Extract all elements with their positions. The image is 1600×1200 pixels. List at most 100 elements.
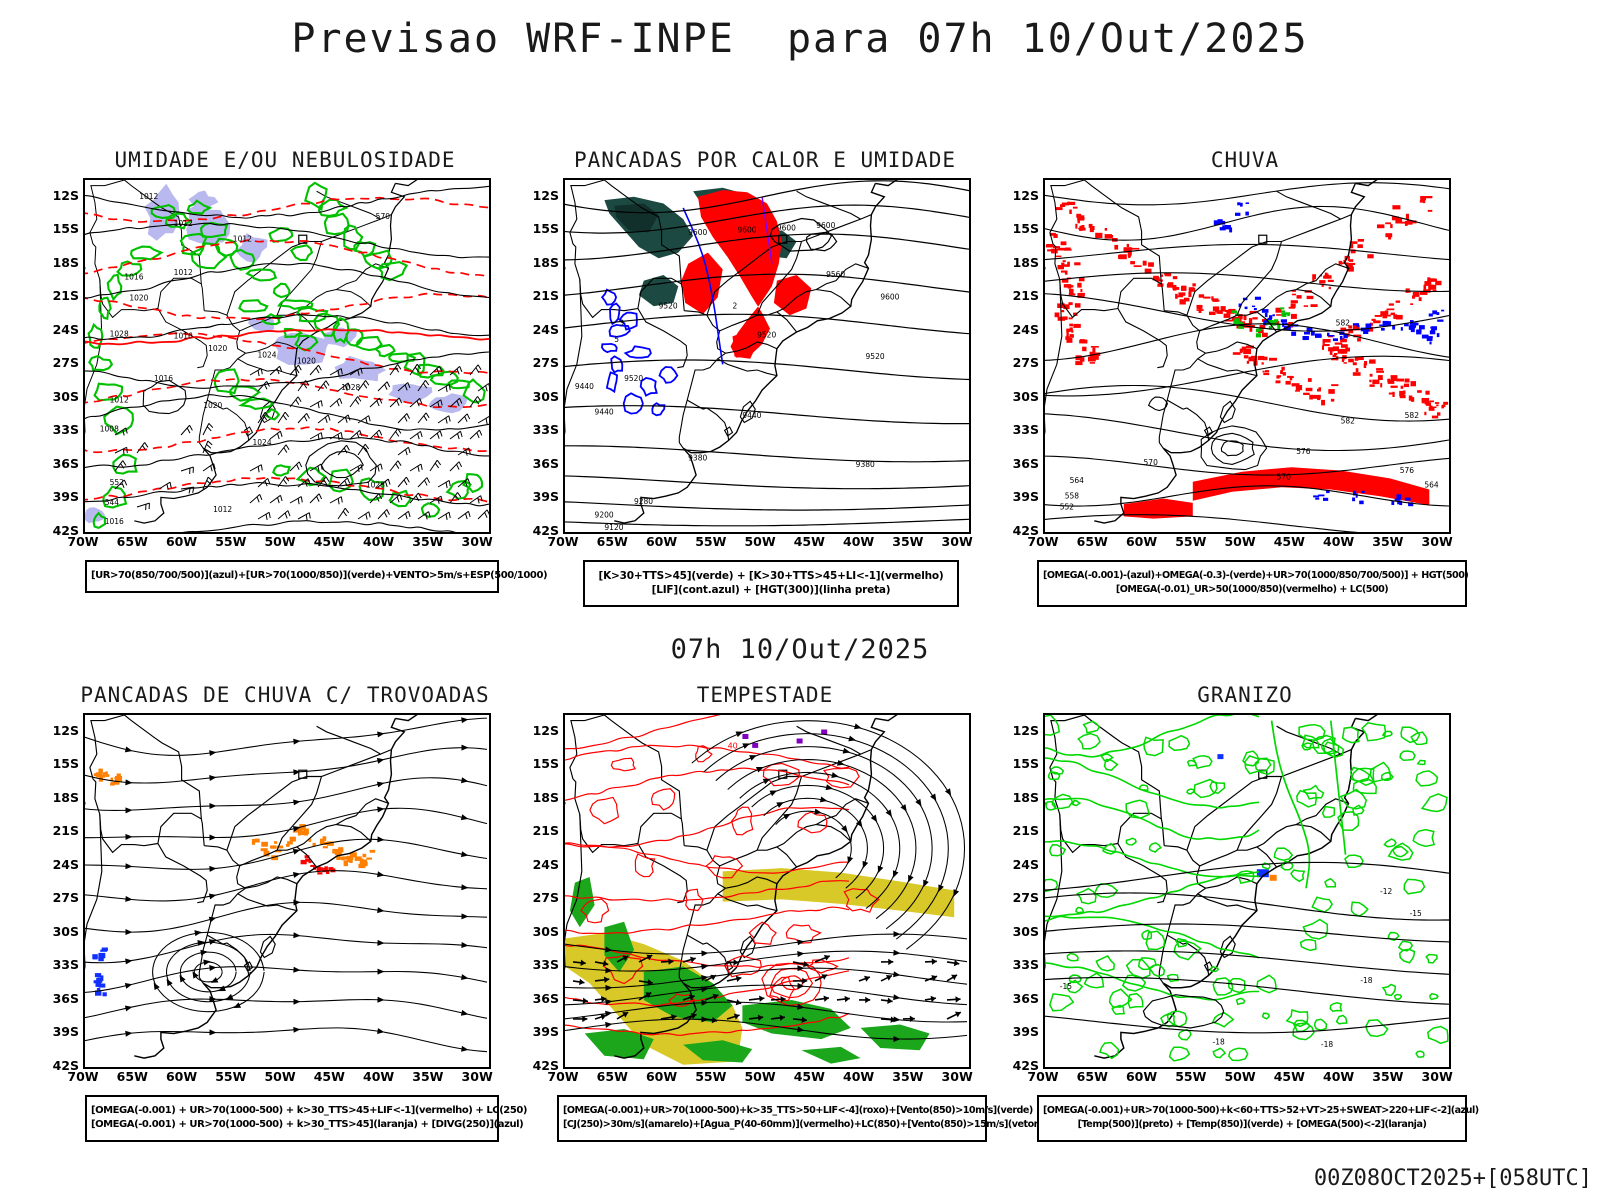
lon-tick: 50W: [1224, 534, 1256, 549]
lon-tick: 70W: [67, 1069, 99, 1084]
lon-tick: 35W: [892, 534, 924, 549]
svg-text:576: 576: [1400, 466, 1415, 475]
lon-tick: 70W: [547, 534, 579, 549]
lat-tick: 30S: [52, 923, 79, 939]
lat-tick: 42S: [532, 523, 559, 538]
lat-tick: 12S: [52, 722, 79, 738]
legend-box-pancadas-calor: [K>30+TTS>45](verde) + [K>30+TTS>45+LI<-…: [583, 560, 959, 607]
lat-tick: 33S: [52, 422, 79, 438]
lon-tick: 40W: [843, 534, 875, 549]
svg-text:9600: 9600: [688, 228, 707, 237]
lat-tick: 33S: [1012, 957, 1039, 973]
lat-tick: 21S: [52, 823, 79, 839]
svg-text:1020: 1020: [129, 294, 148, 303]
svg-text:1024: 1024: [257, 351, 276, 360]
svg-text:9200: 9200: [595, 510, 614, 519]
lon-tick: 35W: [1372, 534, 1404, 549]
latitude-axis-umidade: 12S 15S 18S 21S 24S 27S 30S 33S 36S 39S 42S: [45, 178, 79, 538]
longitude-axis-pancadas-trovoadas: 70W 65W 60W 55W 50W 45W 40W 35W 30W: [67, 1069, 492, 1087]
lon-tick: 35W: [412, 1069, 444, 1084]
lon-tick: 60W: [645, 1069, 678, 1084]
lon-tick: 60W: [165, 1069, 198, 1084]
svg-text:-15: -15: [1410, 909, 1422, 918]
svg-text:9600: 9600: [880, 293, 899, 302]
footer-stamp: 00Z08OCT2025+[058UTC]: [1313, 1166, 1592, 1191]
lon-tick: 60W: [1125, 534, 1158, 549]
lat-tick: 36S: [1012, 455, 1039, 471]
lat-tick: 24S: [52, 321, 79, 337]
svg-text:1012: 1012: [174, 268, 193, 277]
panel-umidade: UMIDADE E/OU NEBULOSIDADE 12S 15S 18S 21S 24S…: [45, 148, 548, 648]
svg-text:9520: 9520: [659, 302, 678, 311]
lon-tick: 45W: [1273, 534, 1305, 549]
lat-tick: 39S: [1012, 489, 1039, 505]
legend-line: [LIF](cont.azul) + [HGT(300)](linha pret…: [651, 584, 891, 596]
legend-line: [OMEGA(-0.001)+UR>70(1000-500)+k<60+TTS>…: [1043, 1105, 1479, 1116]
svg-text:1016: 1016: [105, 517, 124, 526]
svg-text:9120: 9120: [604, 523, 623, 532]
lat-tick: 33S: [532, 422, 559, 438]
lat-tick: 18S: [1012, 254, 1039, 270]
lat-tick: 27S: [1012, 890, 1039, 906]
svg-text:9440: 9440: [742, 411, 761, 420]
lat-tick: 42S: [52, 1058, 79, 1073]
lon-tick: 55W: [215, 1069, 247, 1084]
svg-text:1028: 1028: [110, 329, 129, 338]
panel-tempestade: TEMPESTADE 12S 15S 18S 21S 24S 27S 30S 33S 36S 39S…: [525, 683, 1042, 1183]
svg-text:544: 544: [105, 498, 120, 507]
svg-text:1008: 1008: [100, 424, 119, 433]
lon-tick: 45W: [313, 1069, 345, 1084]
svg-text:40: 40: [728, 742, 738, 751]
svg-text:552: 552: [1060, 503, 1075, 512]
svg-text:1028: 1028: [366, 480, 385, 489]
legend-line: [OMEGA(-0.001)-(azul)+OMEGA(-0.3)-(verde…: [1043, 570, 1469, 581]
svg-text:9520: 9520: [866, 352, 885, 361]
lat-tick: 15S: [52, 756, 79, 772]
legend-box-granizo: [OMEGA(-0.001)+UR>70(1000-500)+k<60+TTS>…: [1037, 1095, 1479, 1142]
panel-title-tempestade: TEMPESTADE: [696, 683, 834, 707]
svg-text:9440: 9440: [575, 382, 594, 391]
svg-text:-18: -18: [1321, 1040, 1333, 1049]
lat-tick: 18S: [532, 254, 559, 270]
lon-tick: 45W: [1273, 1069, 1305, 1084]
svg-text:570: 570: [1277, 472, 1292, 481]
svg-text:558: 558: [1065, 491, 1080, 500]
lat-tick: 39S: [52, 1024, 79, 1040]
lon-tick: 60W: [645, 534, 678, 549]
lon-tick: 35W: [412, 534, 444, 549]
svg-text:3: 3: [619, 318, 624, 327]
panel-chuva: CHUVA 12S 15S 18S 21S 24S 27S 30S 33S 36S 39S 42S 58…: [1005, 148, 1485, 648]
latitude-axis-pancadas-calor: 12S 15S 18S 21S 24S 27S 30S 33S 36S 39S 42S: [525, 178, 559, 538]
longitude-axis-granizo: 70W 65W 60W 55W 50W 45W 40W 35W 30W: [1027, 1069, 1452, 1087]
lon-tick: 45W: [793, 1069, 825, 1084]
svg-text:1020: 1020: [203, 401, 222, 410]
lat-tick: 33S: [532, 957, 559, 973]
lon-tick: 50W: [1224, 1069, 1256, 1084]
lat-tick: 21S: [52, 288, 79, 304]
svg-text:1012: 1012: [110, 395, 129, 404]
lat-tick: 36S: [52, 990, 79, 1006]
lon-tick: 70W: [1027, 534, 1059, 549]
latitude-axis-tempestade: 12S 15S 18S 21S 24S 27S 30S 33S 36S 39S 42S: [525, 713, 559, 1073]
lat-tick: 27S: [52, 355, 79, 371]
lat-tick: 42S: [52, 523, 79, 538]
lon-tick: 30W: [1421, 534, 1453, 549]
lat-tick: 24S: [532, 856, 559, 872]
lon-tick: 70W: [1027, 1069, 1059, 1084]
lat-tick: 21S: [1012, 823, 1039, 839]
lat-tick: 42S: [1012, 1058, 1039, 1073]
svg-text:9560: 9560: [826, 270, 845, 279]
legend-box-tempestade: [OMEGA(-0.001)+UR>70(1000-500)+k>35_TTS>…: [557, 1095, 1042, 1142]
lon-tick: 55W: [695, 534, 727, 549]
svg-text:1020: 1020: [208, 344, 227, 353]
legend-line: [OMEGA(-0.001) + UR>70(1000-500) + k>30_…: [91, 1119, 524, 1130]
svg-text:570: 570: [1144, 458, 1159, 467]
longitude-axis-tempestade: 70W 65W 60W 55W 50W 45W 40W 35W 30W: [547, 1069, 972, 1087]
svg-text:9280: 9280: [634, 497, 653, 506]
lat-tick: 39S: [532, 489, 559, 505]
lon-tick: 65W: [116, 534, 148, 549]
lon-tick: 60W: [1125, 1069, 1158, 1084]
lat-tick: 24S: [532, 321, 559, 337]
lon-tick: 55W: [695, 1069, 727, 1084]
panel-title-umidade: UMIDADE E/OU NEBULOSIDADE: [114, 148, 456, 172]
